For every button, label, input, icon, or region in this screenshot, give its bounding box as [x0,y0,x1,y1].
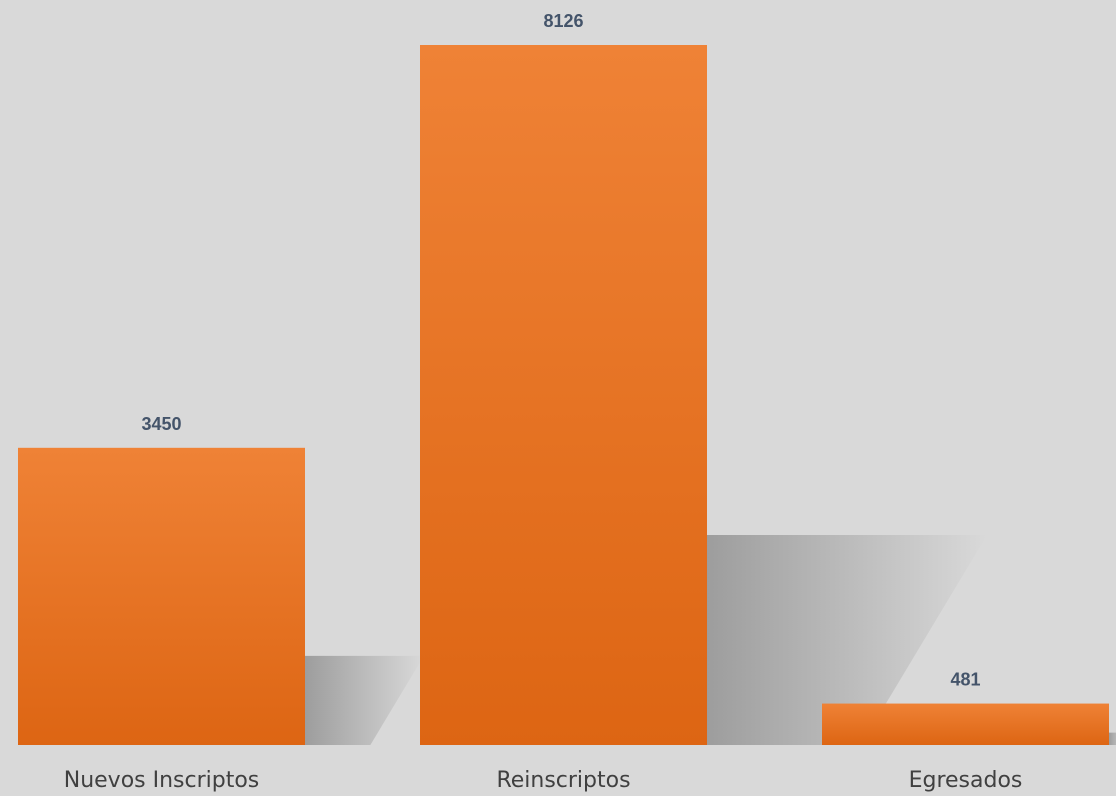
bars [18,45,1109,745]
bar-shadow [707,535,987,745]
bar-shadows [305,535,1116,745]
data-label: 8126 [543,11,583,31]
bar [18,447,305,745]
bar-shadow [305,655,424,745]
category-labels: Nuevos Inscriptos Reinscriptos Egresados [64,768,1023,793]
data-label: 3450 [141,414,181,434]
category-label: Reinscriptos [496,768,630,793]
bar [420,45,707,745]
category-label: Nuevos Inscriptos [64,768,260,793]
data-label: 481 [950,670,980,690]
bar [822,703,1109,745]
bar-shadow [1109,732,1116,745]
value-labels: 3450 8126 481 [141,11,980,690]
category-label: Egresados [909,768,1023,793]
